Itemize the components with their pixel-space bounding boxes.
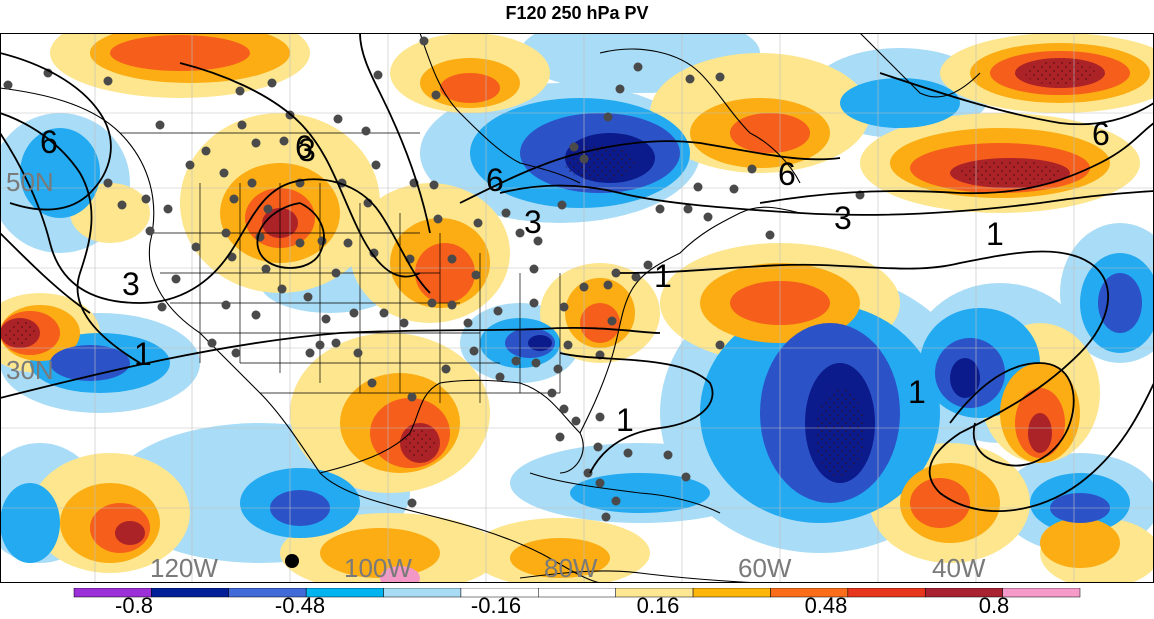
contour-label: 6 bbox=[295, 129, 313, 165]
contour-label: 1 bbox=[134, 336, 152, 372]
pv-anomaly-map: 6 6 6 6 6 3 3 3 3 1 1 1 1 1 50N 30N 120W… bbox=[0, 33, 1154, 583]
colorbar-swatch bbox=[847, 588, 926, 598]
contour-misc2 bbox=[0, 232, 91, 314]
map-title: F120 250 hPa PV bbox=[505, 3, 649, 23]
coastlines bbox=[0, 33, 981, 583]
contour-6e bbox=[759, 122, 1154, 204]
significance-stippling bbox=[5, 61, 1095, 478]
lon-label-100w: 100W bbox=[344, 553, 412, 583]
contour-label: 6 bbox=[1092, 116, 1110, 152]
lon-label-80w: 80W bbox=[544, 553, 598, 583]
colorbar-label: 0.8 bbox=[978, 593, 1010, 618]
contour-6d bbox=[879, 72, 1154, 126]
pv-contours bbox=[0, 33, 1154, 512]
colorbar-label: 0.48 bbox=[804, 593, 848, 618]
pv-map-panel: 6 6 6 6 6 3 3 3 3 1 1 1 1 1 50N 30N 120W… bbox=[0, 33, 1154, 583]
contour-label: 3 bbox=[298, 132, 316, 168]
contour-label: 3 bbox=[834, 200, 852, 236]
colorbar-swatches bbox=[73, 588, 1081, 598]
contour-3b bbox=[256, 202, 325, 269]
colorbar-swatch bbox=[538, 588, 616, 598]
lon-label-120w: 120W bbox=[150, 553, 218, 583]
marker-dot bbox=[285, 554, 299, 568]
contour-1c bbox=[619, 250, 1154, 512]
colorbar-label: 0.16 bbox=[636, 593, 680, 618]
lon-label-40w: 40W bbox=[932, 553, 986, 583]
contour-1 bbox=[0, 326, 661, 399]
contour-label: 3 bbox=[524, 204, 542, 240]
contour-labels: 6 6 6 6 6 3 3 3 3 1 1 1 1 1 bbox=[40, 116, 1110, 438]
contour-label: 1 bbox=[654, 258, 672, 294]
colorbar-label: -0.16 bbox=[470, 593, 522, 618]
contour-label: 6 bbox=[778, 156, 796, 192]
contour-label: 6 bbox=[486, 162, 504, 198]
contour-6c bbox=[459, 140, 841, 204]
axis-labels: 50N 30N 120W 100W 80W 60W 40W bbox=[6, 167, 986, 583]
contour-1b bbox=[559, 352, 714, 474]
contour-3 bbox=[0, 132, 431, 304]
contour-6 bbox=[0, 52, 112, 211]
contour-label: 6 bbox=[40, 124, 58, 160]
colorbar-label: -0.8 bbox=[115, 593, 153, 618]
contour-1d bbox=[0, 112, 141, 364]
colorbar-swatch bbox=[1002, 588, 1081, 598]
contour-label: 3 bbox=[122, 266, 140, 302]
contour-3d bbox=[949, 362, 1075, 467]
colorbar-swatch bbox=[151, 588, 230, 598]
colorbar-swatch bbox=[692, 588, 771, 598]
colorbar-label: -0.48 bbox=[274, 593, 326, 618]
lon-label-60w: 60W bbox=[738, 553, 792, 583]
observation-stations bbox=[3, 36, 865, 522]
colorbar-swatch bbox=[383, 588, 462, 598]
contour-3c bbox=[499, 184, 1154, 216]
contour-label: 1 bbox=[616, 402, 634, 438]
contour-label: 1 bbox=[986, 216, 1004, 252]
lat-label-50n: 50N bbox=[6, 167, 54, 197]
contour-misc bbox=[359, 33, 431, 234]
lat-label-30n: 30N bbox=[6, 355, 54, 385]
contour-6b bbox=[179, 62, 421, 278]
colorbar: -0.8 -0.48 -0.16 0.16 0.48 0.8 bbox=[0, 585, 1154, 619]
contour-label: 1 bbox=[908, 374, 926, 410]
